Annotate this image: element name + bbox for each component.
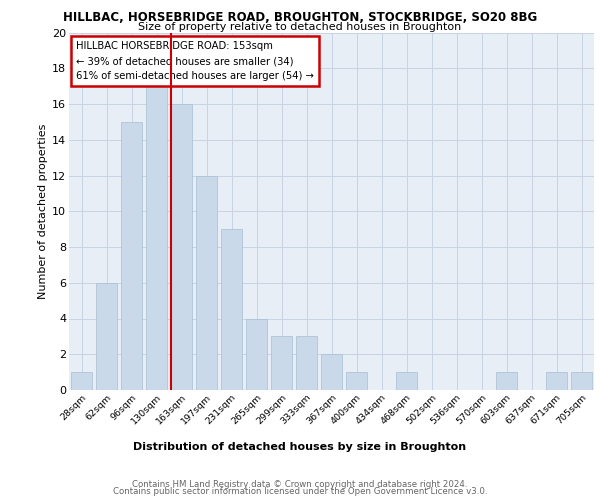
Bar [246, 318, 267, 390]
Text: Contains public sector information licensed under the Open Government Licence v3: Contains public sector information licen… [113, 487, 487, 496]
Bar [396, 372, 417, 390]
Bar [346, 372, 367, 390]
Y-axis label: Number of detached properties: Number of detached properties [38, 124, 48, 299]
Bar [321, 354, 342, 390]
Bar [71, 372, 92, 390]
Bar [271, 336, 292, 390]
Bar [196, 176, 217, 390]
Bar [496, 372, 517, 390]
Bar [221, 229, 242, 390]
Bar [571, 372, 592, 390]
Text: Distribution of detached houses by size in Broughton: Distribution of detached houses by size … [133, 442, 467, 452]
Bar [96, 283, 117, 390]
Bar [296, 336, 317, 390]
Text: HILLBAC HORSEBRIDGE ROAD: 153sqm
← 39% of detached houses are smaller (34)
61% o: HILLBAC HORSEBRIDGE ROAD: 153sqm ← 39% o… [76, 42, 314, 81]
Text: Contains HM Land Registry data © Crown copyright and database right 2024.: Contains HM Land Registry data © Crown c… [132, 480, 468, 489]
Bar [121, 122, 142, 390]
Text: Size of property relative to detached houses in Broughton: Size of property relative to detached ho… [139, 22, 461, 32]
Bar [146, 86, 167, 390]
Bar [546, 372, 567, 390]
Bar [171, 104, 192, 390]
Text: HILLBAC, HORSEBRIDGE ROAD, BROUGHTON, STOCKBRIDGE, SO20 8BG: HILLBAC, HORSEBRIDGE ROAD, BROUGHTON, ST… [63, 11, 537, 24]
